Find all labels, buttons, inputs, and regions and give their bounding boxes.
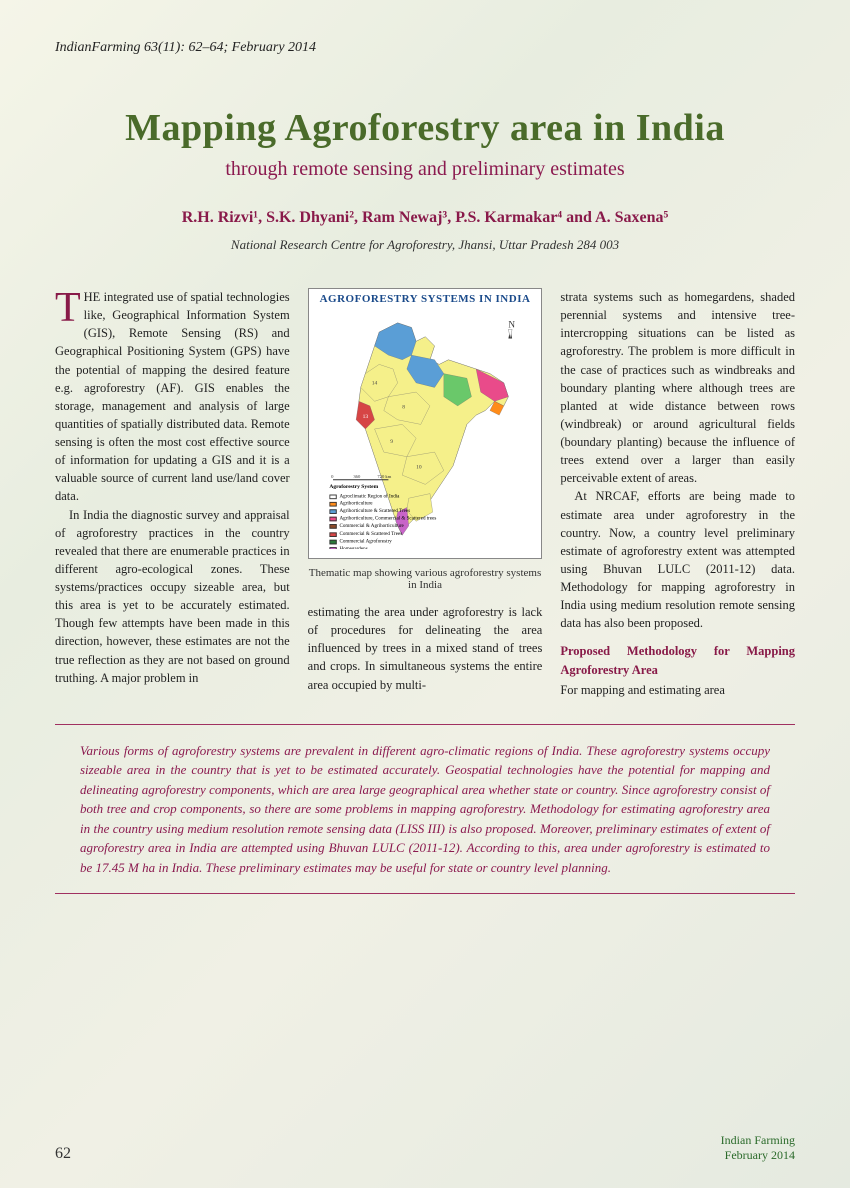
- legend-row: Commercial Agroforestry: [329, 539, 449, 546]
- left-para-1: THE integrated use of spatial technologi…: [55, 288, 290, 506]
- map-caption: Thematic map showing various agroforestr…: [308, 567, 543, 591]
- legend-row: Agrihorticulture & Scattered Trees: [329, 508, 449, 515]
- page-footer: 62 Indian Farming February 2014: [55, 1133, 795, 1163]
- legend-row: Agroclimatic Region of India: [329, 493, 449, 500]
- legend-swatch: [329, 517, 336, 522]
- middle-column: AGROFORESTRY SYSTEMS IN INDIA 14 13 8: [308, 288, 543, 699]
- legend-swatch: [329, 532, 336, 537]
- legend-row: Homegardens: [329, 546, 449, 549]
- map-legend: Agroforestry System Agroclimatic Region …: [329, 484, 449, 549]
- right-para-1: strata systems such as homegardens, shad…: [560, 288, 795, 487]
- map-title: AGROFORESTRY SYSTEMS IN INDIA: [313, 293, 538, 305]
- map-container: AGROFORESTRY SYSTEMS IN INDIA 14 13 8: [308, 288, 543, 559]
- legend-row: Agrihorticulture: [329, 501, 449, 508]
- right-column: strata systems such as homegardens, shad…: [560, 288, 795, 699]
- svg-text:720 km: 720 km: [377, 474, 391, 479]
- right-para-2: At NRCAF, efforts are being made to esti…: [560, 487, 795, 632]
- legend-row: Commercial & Scattered Trees: [329, 531, 449, 538]
- affiliation-line: National Research Centre for Agroforestr…: [55, 237, 795, 253]
- legend-row: Agrihorticulture, Commercial & Scattered…: [329, 516, 449, 523]
- legend-label: Agrihorticulture, Commercial & Scattered…: [339, 516, 436, 523]
- svg-text:9: 9: [390, 439, 393, 445]
- legend-label: Agrihorticulture & Scattered Trees: [339, 508, 410, 515]
- legend-label: Agroclimatic Region of India: [339, 493, 399, 500]
- content-columns: THE integrated use of spatial technologi…: [55, 288, 795, 699]
- legend-title: Agroforestry System: [329, 484, 449, 491]
- legend-swatch: [329, 539, 336, 544]
- footer-date: February 2014: [721, 1148, 795, 1163]
- left-column: THE integrated use of spatial technologi…: [55, 288, 290, 699]
- legend-swatch: [329, 524, 336, 529]
- legend-label: Agrihorticulture: [339, 501, 372, 508]
- legend-row: Commercial & Agrihorticulture: [329, 523, 449, 530]
- right-para-3: For mapping and estimating area: [560, 681, 795, 699]
- svg-text:13: 13: [362, 414, 368, 420]
- legend-label: Homegardens: [339, 546, 367, 549]
- legend-swatch: [329, 509, 336, 514]
- svg-text:10: 10: [416, 465, 422, 471]
- footer-right: Indian Farming February 2014: [721, 1133, 795, 1163]
- left-p1-text: HE integrated use of spatial technologie…: [55, 290, 290, 503]
- divider-bottom: [55, 893, 795, 894]
- left-para-2: In India the diagnostic survey and appra…: [55, 506, 290, 687]
- citation-line: IndianFarming 63(11): 62–64; February 20…: [55, 40, 795, 56]
- divider-top: [55, 724, 795, 725]
- legend-swatch: [329, 502, 336, 507]
- svg-text:14: 14: [371, 381, 377, 387]
- abstract-box: Various forms of agroforestry systems ar…: [55, 733, 795, 886]
- authors-line: R.H. Rizvi¹, S.K. Dhyani², Ram Newaj³, P…: [55, 209, 795, 227]
- mid-column-text: estimating the area under agroforestry i…: [308, 603, 543, 694]
- article-subtitle: through remote sensing and preliminary e…: [55, 158, 795, 181]
- svg-text:0: 0: [331, 474, 334, 479]
- section-heading: Proposed Methodology for Mapping Agrofor…: [560, 642, 795, 678]
- svg-text:8: 8: [402, 405, 405, 411]
- footer-journal: Indian Farming: [721, 1133, 795, 1148]
- svg-text:N: N: [508, 319, 515, 329]
- article-title: Mapping Agroforestry area in India: [55, 106, 795, 150]
- legend-label: Commercial & Agrihorticulture: [339, 523, 403, 530]
- legend-swatch: [329, 547, 336, 549]
- dropcap-letter: T: [55, 288, 84, 327]
- india-map-svg: 14 13 8 9 10: [313, 309, 538, 549]
- legend-label: Commercial & Scattered Trees: [339, 531, 402, 538]
- svg-text:360: 360: [353, 474, 361, 479]
- page-number: 62: [55, 1145, 71, 1163]
- legend-label: Commercial Agroforestry: [339, 539, 391, 546]
- legend-swatch: [329, 494, 336, 499]
